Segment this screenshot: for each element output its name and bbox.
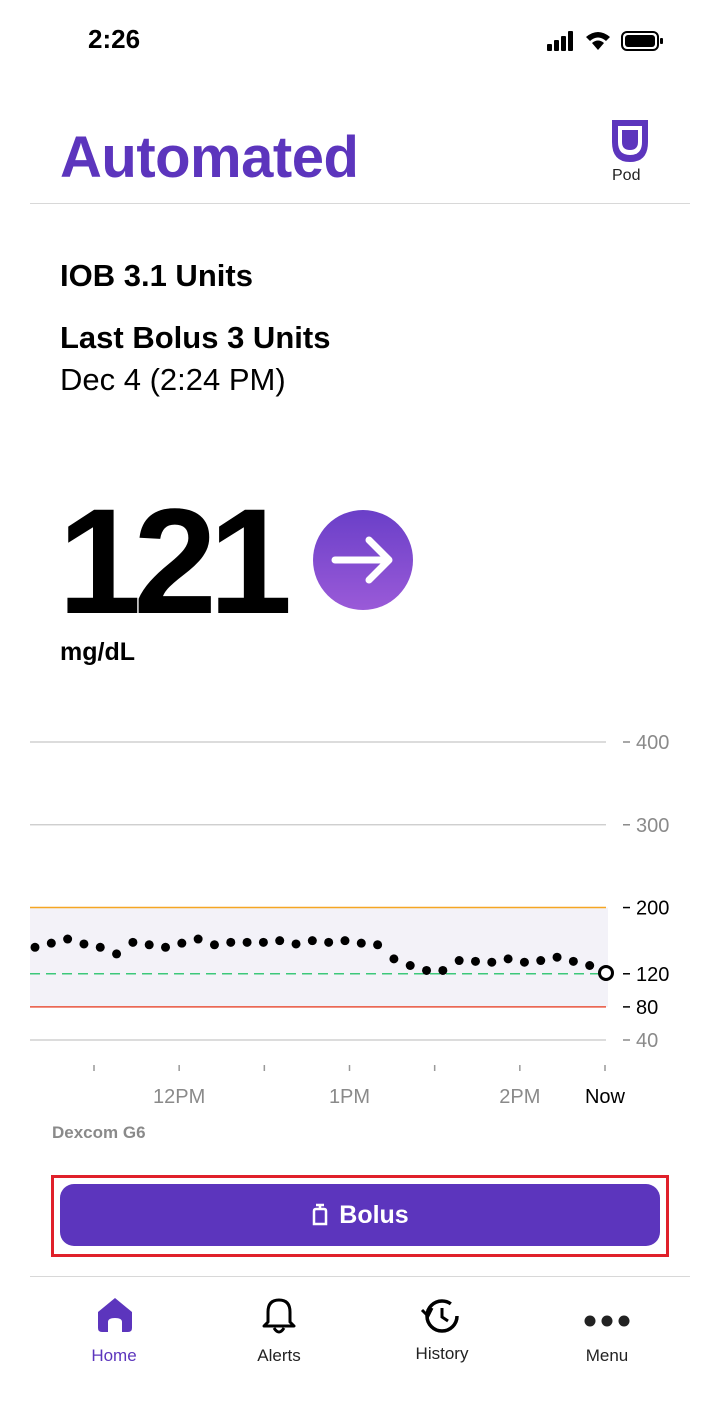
reading [242, 937, 252, 947]
reading [209, 940, 219, 950]
reading [95, 942, 105, 952]
reading [258, 937, 268, 947]
reading [63, 934, 73, 944]
x-tick-label: 12PM [153, 1086, 205, 1108]
reading [324, 937, 334, 947]
bolus-label[interactable]: Bolus [339, 1200, 409, 1229]
reading [454, 956, 464, 966]
glucose-chart: 400 300 200 120 80 40 12PM 1PM 2PM Now [30, 732, 669, 1108]
y-tick-label: 200 [636, 898, 669, 920]
nav-history[interactable]: History [415, 1344, 469, 1363]
status-icons [547, 31, 663, 51]
last-bolus: Last Bolus 3 Units [60, 320, 331, 355]
reading [177, 938, 187, 948]
bolus-icon [313, 1203, 328, 1226]
pod-label[interactable]: Pod [612, 167, 641, 184]
reading [291, 939, 301, 949]
iob: IOB 3.1 Units [60, 258, 253, 293]
y-tick-label: 80 [636, 997, 658, 1019]
nav-home[interactable]: Home [91, 1346, 137, 1365]
glucose-unit: mg/dL [60, 638, 135, 666]
reading [568, 956, 578, 966]
status-time: 2:26 [88, 24, 141, 54]
reading [503, 954, 513, 964]
reading [79, 939, 89, 949]
mode-title: Automated [60, 125, 359, 190]
reading [193, 934, 203, 944]
reading [585, 961, 595, 970]
cgm-source: Dexcom G6 [52, 1123, 146, 1142]
divider [30, 1276, 690, 1277]
reading [552, 952, 562, 962]
nav-icons [98, 1298, 630, 1334]
glucose-value: 121 [58, 477, 292, 645]
nav-alerts[interactable]: Alerts [257, 1346, 301, 1365]
reading [356, 938, 366, 948]
reading [226, 937, 236, 947]
reading [405, 961, 415, 970]
reading [30, 942, 40, 952]
x-tick-label: Now [585, 1086, 626, 1108]
reading [470, 956, 480, 966]
reading [144, 940, 154, 950]
x-tick-label: 2PM [499, 1086, 540, 1108]
reading [161, 942, 171, 952]
reading [536, 956, 546, 966]
current-reading [598, 964, 614, 981]
last-bolus-time: Dec 4 (2:24 PM) [60, 362, 286, 397]
y-tick-label: 120 [636, 964, 669, 986]
pod-icon[interactable] [608, 116, 652, 166]
y-tick-label: 40 [636, 1030, 658, 1052]
highlight-box [51, 1175, 669, 1257]
nav-menu[interactable]: Menu [585, 1346, 629, 1365]
reading [46, 938, 56, 948]
y-tick-label: 300 [636, 815, 669, 837]
divider [30, 203, 690, 204]
reading [112, 949, 122, 959]
reading [128, 937, 138, 947]
reading [519, 957, 529, 967]
reading [389, 954, 399, 964]
reading [487, 957, 497, 967]
x-tick-label: 1PM [329, 1086, 370, 1108]
bolus-button[interactable]: Bolus [60, 1184, 660, 1246]
reading [307, 936, 317, 946]
trend-arrow [313, 510, 413, 610]
reading [373, 940, 383, 950]
y-tick-label: 400 [636, 732, 669, 754]
reading [422, 965, 432, 975]
reading [275, 936, 285, 946]
reading [340, 936, 350, 946]
reading [438, 965, 448, 975]
